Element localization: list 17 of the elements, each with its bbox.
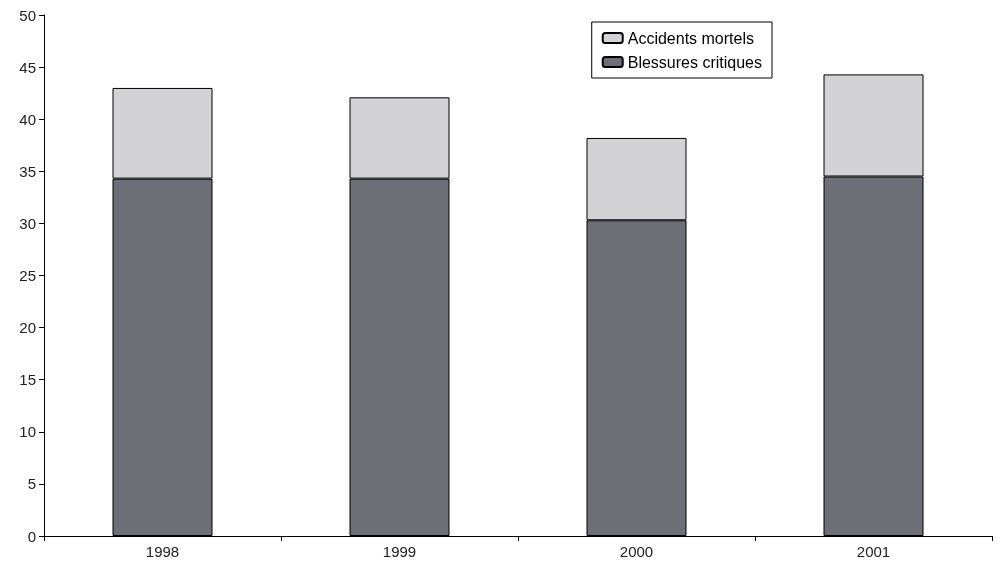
y-tick-label: 35 — [19, 162, 36, 180]
x-tick-label: 2000 — [619, 543, 654, 560]
y-tick-label: 40 — [19, 110, 36, 128]
y-tick-label: 15 — [19, 371, 36, 389]
legend-label: Blessures critiques — [627, 53, 763, 71]
x-tick-label: 1998 — [145, 543, 180, 560]
y-tick-label: 30 — [19, 214, 36, 232]
y-tick-label: 20 — [19, 319, 36, 337]
y-tick-label: 0 — [27, 527, 36, 545]
y-tick-label: 25 — [19, 267, 36, 284]
y-tick-label: 45 — [19, 58, 36, 76]
x-tick-label: 2001 — [856, 543, 891, 560]
y-tick-label: 50 — [19, 6, 36, 24]
legend-label: Accidents mortels — [627, 29, 754, 47]
x-tick-label: 1999 — [382, 543, 417, 560]
y-tick-label: 5 — [27, 475, 36, 493]
y-tick-label: 10 — [19, 423, 36, 441]
